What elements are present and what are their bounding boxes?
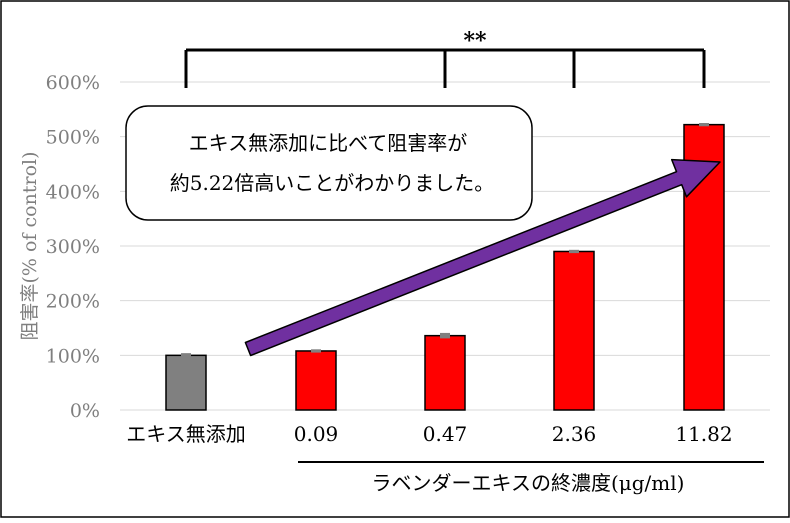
trend-arrow-icon — [244, 158, 721, 357]
trend-arrow — [244, 158, 721, 357]
error-bar — [699, 123, 709, 127]
y-tick-label: 100% — [46, 345, 100, 367]
bar — [165, 354, 207, 411]
bar — [424, 334, 466, 411]
y-tick-label: 400% — [46, 181, 100, 203]
category-label: エキス無添加 — [126, 422, 245, 446]
y-axis-title: 阻害率(% of control) — [19, 152, 41, 341]
category-label: 0.47 — [423, 422, 468, 446]
callout-line-2: 約5.22倍高いことがわかりました。 — [170, 171, 495, 195]
y-tick-label: 500% — [46, 127, 100, 149]
error-bar — [181, 353, 191, 358]
callout-line-1: エキス無添加に比べて阻害率が — [189, 131, 468, 155]
x-axis-title: ラベンダーエキスの終濃度(μg/ml) — [372, 471, 685, 495]
bar — [295, 350, 337, 411]
significance-bracket: ** — [184, 28, 706, 88]
callout-box: エキス無添加に比べて阻害率が 約5.22倍高いことがわかりました。 — [125, 105, 533, 221]
category-label: 11.82 — [675, 422, 732, 446]
error-bars — [181, 123, 709, 358]
category-labels: エキス無添加 0.09 0.47 2.36 11.82 — [126, 422, 732, 446]
error-bar — [311, 349, 321, 353]
category-label: 2.36 — [552, 422, 597, 446]
significance-label: ** — [463, 28, 487, 54]
y-tick-label: 300% — [46, 236, 100, 258]
category-label: 0.09 — [294, 422, 339, 446]
error-bar — [569, 249, 579, 254]
y-tick-label: 600% — [46, 72, 100, 94]
callout-background — [125, 105, 533, 221]
y-tick-label: 0% — [70, 400, 100, 422]
y-tick-label: 200% — [46, 291, 100, 313]
bar — [553, 250, 595, 411]
y-axis-ticks: 0% 100% 200% 300% 400% 500% 600% — [46, 72, 100, 422]
error-bar — [440, 332, 450, 339]
